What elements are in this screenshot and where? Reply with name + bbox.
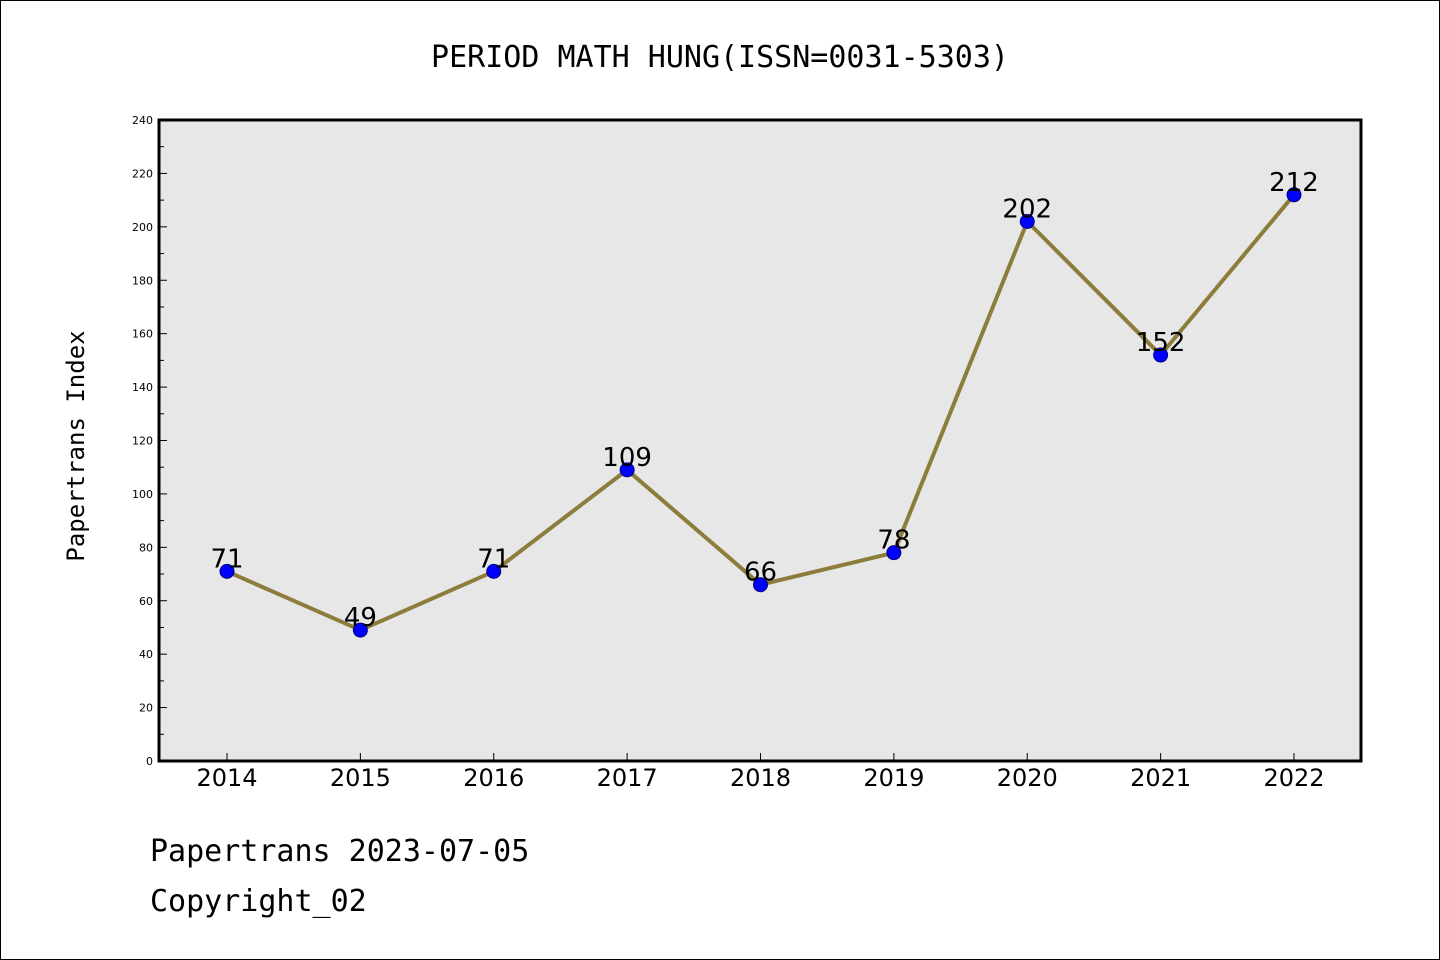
x-tick-label: 2021	[1130, 764, 1191, 792]
y-tick-label: 160	[132, 328, 153, 341]
data-labels: 71 49 71 109 66 78 202 152 212	[210, 168, 1318, 633]
x-tick-label: 2018	[730, 764, 791, 792]
data-point	[753, 577, 768, 593]
data-point	[219, 563, 235, 579]
y-tick-label: 240	[132, 114, 153, 127]
data-point	[619, 462, 635, 478]
x-tick-label: 2014	[196, 764, 257, 792]
data-label: 71	[210, 544, 243, 574]
y-tick-label: 200	[132, 221, 153, 234]
data-label: 78	[877, 526, 910, 556]
data-point	[886, 545, 902, 561]
data-point	[486, 563, 502, 579]
data-point	[1019, 213, 1035, 229]
x-tick-label: 2015	[330, 764, 391, 792]
y-tick-label: 100	[132, 488, 153, 501]
plot-border	[157, 118, 1363, 763]
data-point	[352, 622, 368, 638]
data-label: 71	[477, 544, 510, 574]
footer-copyright: Copyright_02	[150, 884, 367, 919]
y-axis-label: Papertrans Index	[62, 330, 90, 561]
x-tick-label: 2020	[997, 764, 1058, 792]
y-tick-label: 220	[132, 167, 153, 180]
plot-area	[159, 120, 1361, 761]
data-label: 212	[1269, 168, 1319, 198]
footer-date: Papertrans 2023-07-05	[150, 834, 530, 869]
y-axis-ticks: 0 20 40 60 80 100 120 140 160 180 200 220 240	[132, 114, 167, 768]
data-label: 49	[344, 603, 377, 633]
y-tick-label: 120	[132, 435, 153, 448]
y-tick-label: 180	[132, 274, 153, 287]
y-tick-label: 40	[139, 648, 153, 661]
y-tick-label: 80	[139, 541, 153, 554]
data-points	[219, 187, 1302, 638]
data-label: 152	[1136, 328, 1186, 358]
x-tick-label: 2016	[463, 764, 524, 792]
data-label: 109	[602, 443, 652, 473]
x-tick-label: 2022	[1263, 764, 1324, 792]
y-tick-label: 140	[132, 381, 153, 394]
y-tick-label: 20	[139, 702, 153, 715]
y-tick-label: 60	[139, 595, 153, 608]
x-tick-label: 2019	[863, 764, 924, 792]
data-point	[1153, 347, 1169, 363]
data-point	[1286, 187, 1302, 203]
x-tick-label: 2017	[597, 764, 658, 792]
x-axis-ticks: 2014 2015 2016 2017 2018 2019 2020 2021 2022	[196, 753, 1325, 792]
chart-title: PERIOD MATH HUNG(ISSN=0031-5303)	[431, 40, 1009, 75]
data-label: 202	[1002, 194, 1052, 224]
data-label: 66	[744, 558, 777, 588]
y-tick-label: 0	[146, 755, 153, 768]
